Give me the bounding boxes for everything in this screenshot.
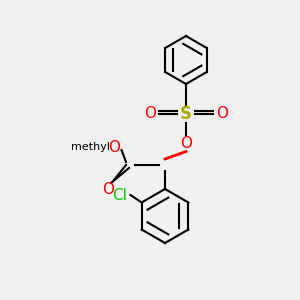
Text: S: S (180, 105, 192, 123)
Text: O: O (144, 106, 156, 122)
Text: methyl: methyl (70, 142, 110, 152)
Text: Cl: Cl (112, 188, 128, 202)
Text: O: O (216, 106, 228, 122)
Text: O: O (180, 136, 192, 152)
Text: O: O (108, 140, 120, 154)
Text: O: O (102, 182, 114, 196)
